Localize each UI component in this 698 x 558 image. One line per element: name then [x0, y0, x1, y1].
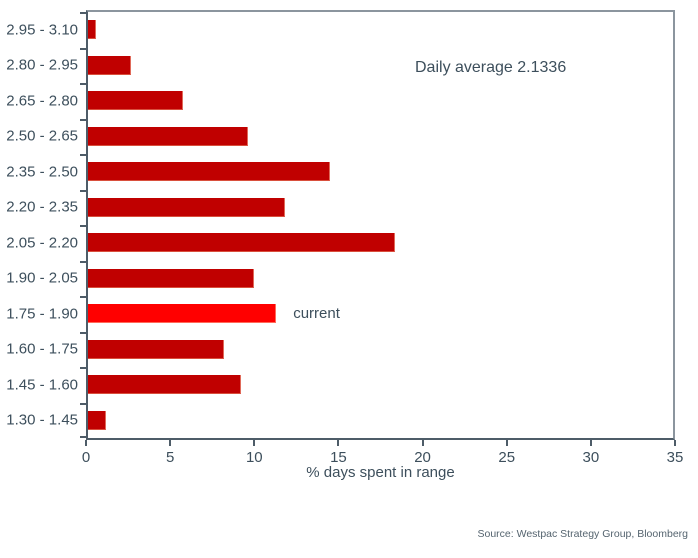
bar-row	[88, 48, 673, 84]
y-axis-label: 2.65 - 2.80	[6, 92, 78, 110]
x-tick-mark	[169, 440, 172, 446]
bar	[88, 91, 183, 111]
y-tick-mark	[80, 189, 86, 192]
bar-row	[88, 83, 673, 119]
bar	[88, 268, 255, 288]
y-axis-label: 2.05 - 2.20	[6, 234, 78, 252]
y-axis-label: 2.50 - 2.65	[6, 127, 78, 145]
bar-row	[88, 367, 673, 403]
y-tick-mark	[80, 331, 86, 334]
x-tick-label: 0	[81, 449, 91, 466]
y-tick-mark	[80, 296, 86, 298]
y-axis-label: 1.75 - 1.90	[6, 305, 78, 323]
x-tick-label: 20	[414, 449, 431, 466]
y-tick-mark	[80, 83, 86, 85]
y-axis-label: 2.80 - 2.95	[6, 56, 78, 74]
y-tick-mark	[80, 260, 86, 263]
bar	[88, 339, 225, 359]
y-axis-label: 2.20 - 2.35	[6, 198, 78, 216]
y-tick-mark	[80, 436, 86, 438]
bar	[88, 126, 248, 146]
y-tick-mark	[80, 47, 86, 50]
x-tick-mark	[589, 440, 592, 446]
x-axis: 0 5 10 15 20 25 30 35	[82, 440, 683, 470]
bar-row	[88, 225, 673, 261]
y-axis-label: 1.30 - 1.45	[6, 411, 78, 429]
x-tick-label: 15	[330, 449, 347, 466]
daily-average-annotation: Daily average 2.1336	[415, 59, 567, 76]
bar-row	[88, 190, 673, 226]
y-axis-label: 2.95 - 3.10	[6, 21, 78, 39]
y-tick-mark	[80, 367, 86, 369]
x-tick-label: 35	[666, 449, 684, 466]
bar	[88, 55, 131, 75]
x-tick-mark	[674, 440, 676, 446]
current-annotation: current	[293, 305, 340, 323]
bar-row	[88, 403, 673, 439]
bar	[88, 233, 395, 253]
bar-current	[88, 304, 277, 324]
x-axis-title: % days spent in range	[306, 464, 455, 481]
bar-row	[88, 154, 673, 190]
bar	[88, 197, 285, 217]
y-axis-label: 2.35 - 2.50	[6, 163, 78, 181]
x-tick-mark	[421, 440, 424, 446]
y-axis-label: 1.60 - 1.75	[6, 340, 78, 358]
x-tick-label: 5	[165, 449, 175, 466]
y-axis-label: 1.90 - 2.05	[6, 269, 78, 287]
x-tick-label: 25	[498, 449, 516, 466]
y-tick-mark	[80, 225, 86, 227]
x-tick-mark	[337, 440, 340, 446]
y-tick-mark	[80, 154, 86, 156]
bar	[88, 410, 106, 430]
bar	[88, 375, 242, 395]
x-tick-mark	[85, 440, 87, 446]
x-tick-mark	[505, 440, 508, 446]
x-tick-label: 30	[582, 449, 600, 466]
plot-area: current Daily average 2.1336	[80, 10, 675, 440]
bar-rows: current	[88, 12, 673, 438]
y-tick-mark	[80, 12, 86, 14]
bar	[88, 20, 96, 40]
x-tick-label: 10	[245, 449, 263, 466]
bar-row	[88, 261, 673, 297]
y-tick-mark	[80, 118, 86, 121]
bar-row: current	[88, 296, 673, 332]
bar-row	[88, 332, 673, 368]
source-note: Source: Westpac Strategy Group, Bloomber…	[477, 528, 689, 540]
bar-row	[88, 12, 673, 48]
y-tick-mark	[80, 402, 86, 405]
bar	[88, 162, 330, 182]
x-tick-mark	[253, 440, 256, 446]
y-axis-label: 1.45 - 1.60	[6, 376, 78, 394]
bar-row	[88, 119, 673, 155]
